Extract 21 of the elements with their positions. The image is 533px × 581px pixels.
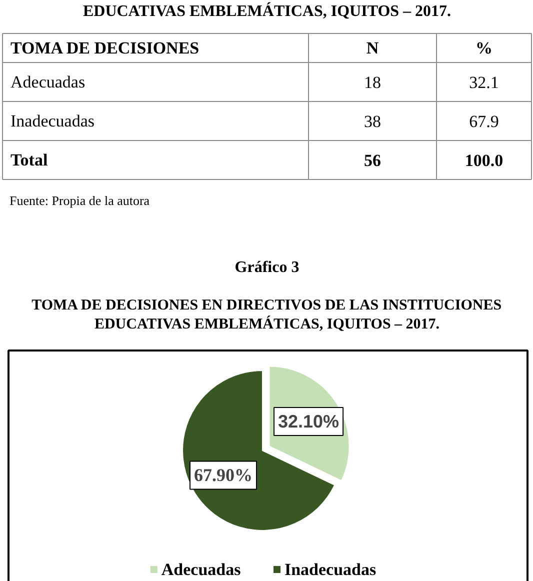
data-label: 32.10% — [278, 411, 340, 432]
text: Adecuadas — [10, 72, 86, 92]
chart-title: EDUCATIVAS EMBLEMÁTICAS, IQUITOS – 2017. — [82, 3, 452, 20]
legend-label: Adecuadas — [161, 560, 242, 579]
text: 38 — [364, 112, 381, 131]
text: 100.0 — [464, 151, 504, 170]
text: TOMA DE DECISIONES EN DIRECTIVOS DE LAS INSTITUCIONES — [32, 298, 502, 314]
chart-title: Gráfico 3 — [234, 259, 300, 276]
text: Inadecuadas — [10, 112, 95, 130]
text: 18 — [364, 73, 381, 92]
text: N — [366, 38, 380, 58]
text: % — [476, 38, 492, 58]
data-label: 67.90% — [194, 465, 252, 486]
text: 56 — [364, 151, 381, 170]
text: 67.9 — [469, 112, 499, 131]
legend-label: Inadecuadas — [284, 560, 377, 579]
text: Total — [10, 150, 48, 170]
source-note: Fuente: Propia de la autora — [10, 193, 150, 208]
text: EDUCATIVAS EMBLEMÁTICAS, IQUITOS – 2017. — [94, 316, 440, 332]
text: 32.1 — [469, 73, 499, 92]
text: TOMA DE DECISIONES — [10, 38, 200, 58]
